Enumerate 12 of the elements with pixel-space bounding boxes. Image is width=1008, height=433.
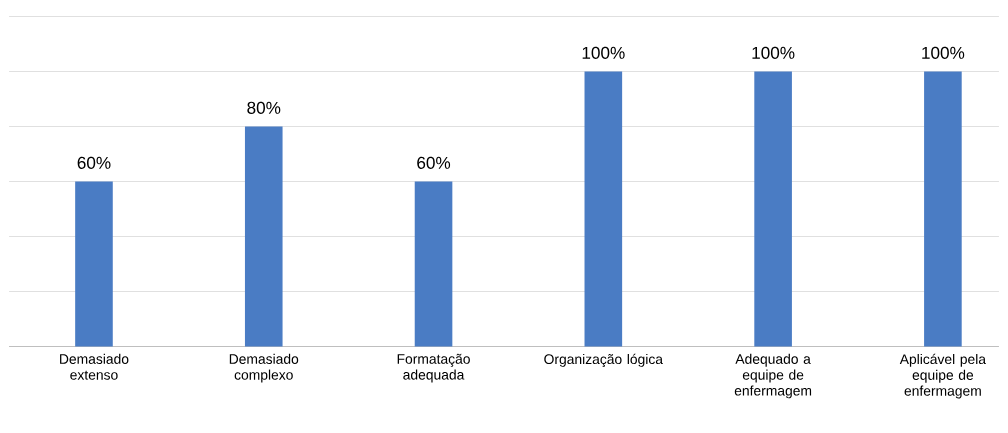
- data-label: 60%: [417, 156, 451, 170]
- x-tick-label: Adequado a equipe de enfermagem: [734, 353, 812, 399]
- data-label: 100%: [582, 46, 625, 60]
- data-label: 100%: [752, 46, 795, 60]
- x-tick-label: Demasiado complexo: [229, 353, 299, 383]
- data-label: 80%: [247, 101, 281, 115]
- x-tick-label: Organização lógica: [544, 353, 663, 368]
- x-tick-label: Formatação adequada: [397, 353, 470, 383]
- data-label: 100%: [922, 46, 965, 60]
- x-tick-label: Demasiado extenso: [60, 353, 129, 380]
- x-tick-label: Aplicável pela equipe de enfermagem: [899, 353, 986, 399]
- data-label: 60%: [77, 156, 111, 170]
